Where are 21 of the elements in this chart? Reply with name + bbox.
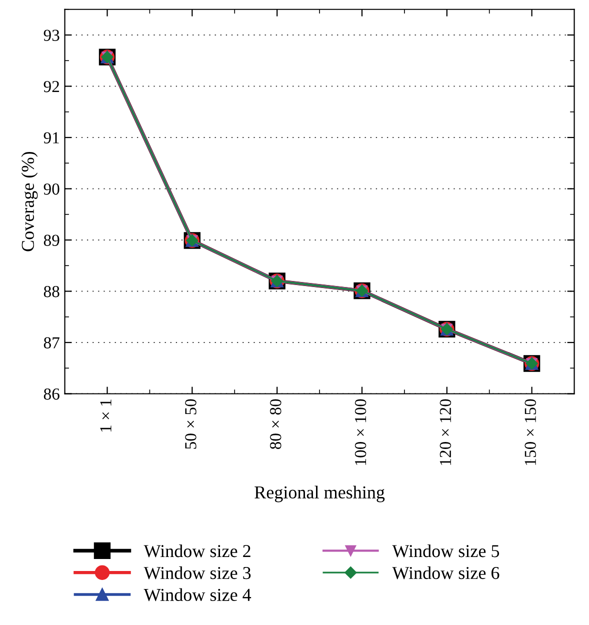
legend-label: Window size 3 (144, 566, 251, 580)
y-tick-label: 89 (44, 234, 60, 246)
x-axis-title: Regional meshing (254, 486, 385, 502)
legend-label: Window size 6 (392, 566, 500, 580)
x-tick-label: 80 × 80 (270, 399, 282, 450)
y-tick-label: 91 (44, 132, 59, 144)
x-tick-label: 50 × 50 (185, 399, 196, 449)
y-tick-label: 86 (44, 388, 60, 400)
y-tick-label: 90 (44, 183, 60, 195)
legend-label: Window size 5 (392, 544, 500, 558)
legend-label: Window size 4 (144, 588, 252, 602)
x-tick-label: 100 × 100 (354, 399, 366, 465)
legend-label: Window size 2 (144, 544, 250, 558)
y-tick-label: 93 (44, 30, 60, 41)
y-tick-label: 92 (44, 80, 60, 92)
x-tick-label: 150 × 150 (524, 399, 536, 465)
x-tick-label: 120 × 120 (440, 399, 452, 465)
y-tick-label: 88 (44, 286, 60, 298)
y-axis-title: Coverage (%) (21, 152, 38, 252)
x-tick-label: 1 × 1 (100, 400, 112, 432)
y-tick-label: 87 (44, 337, 60, 348)
